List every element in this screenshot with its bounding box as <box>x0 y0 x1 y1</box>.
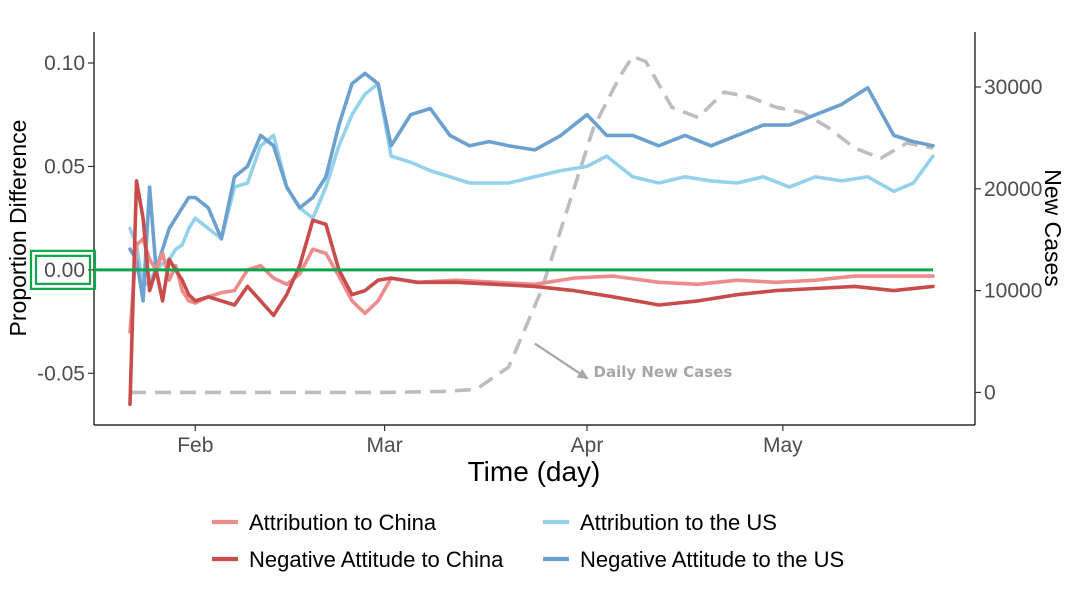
series-line-daily-new-cases <box>130 54 934 395</box>
annotation-arrow-head <box>576 369 589 380</box>
axes-layer: Feb Mar Apr May 0.10 0.05 0.00 -0.05 30000 20000 1… <box>29 32 1042 457</box>
legend-label: Attribution to China <box>249 510 437 535</box>
x-tick-label: Mar <box>367 434 403 457</box>
y-tick-label: 0.00 <box>44 259 85 282</box>
series-line-negative-attitude-to-the-us <box>128 71 935 303</box>
y2-axis-title: New Cases <box>1040 169 1066 287</box>
series-line-attribution-to-china <box>128 237 935 334</box>
y-tick-label: 0.10 <box>44 52 85 75</box>
annotation-arrow-shaft <box>534 342 588 380</box>
x-tick-label: May <box>763 434 803 457</box>
y-tick-label: -0.05 <box>37 362 85 385</box>
legend-label: Negative Attitude to the US <box>580 547 844 572</box>
x-axis-title: Time (day) <box>468 456 601 487</box>
annotation-text: Daily New Cases <box>594 363 733 381</box>
legend: Attribution to China Negative Attitude to… <box>212 510 844 572</box>
y2-tick-label: 30000 <box>984 76 1042 99</box>
axis-labels-layer: Time (day) Proportion Difference New Cas… <box>5 120 1066 487</box>
legend-label: Negative Attitude to China <box>249 547 504 572</box>
x-tick-label: Apr <box>571 434 604 457</box>
y2-tick-label: 10000 <box>984 280 1042 303</box>
y-axis-title: Proportion Difference <box>5 120 31 337</box>
highlight-box-inner <box>34 254 92 285</box>
x-tick-label: Feb <box>177 434 213 457</box>
legend-label: Attribution to the US <box>580 510 777 535</box>
y2-tick-label: 0 <box>984 381 996 404</box>
y2-tick-label: 20000 <box>984 178 1042 201</box>
series-layer <box>128 54 935 407</box>
y-tick-label: 0.05 <box>44 155 85 178</box>
annotation-layer: Daily New Cases <box>534 342 733 381</box>
series-line-negative-attitude-to-china <box>128 179 935 407</box>
